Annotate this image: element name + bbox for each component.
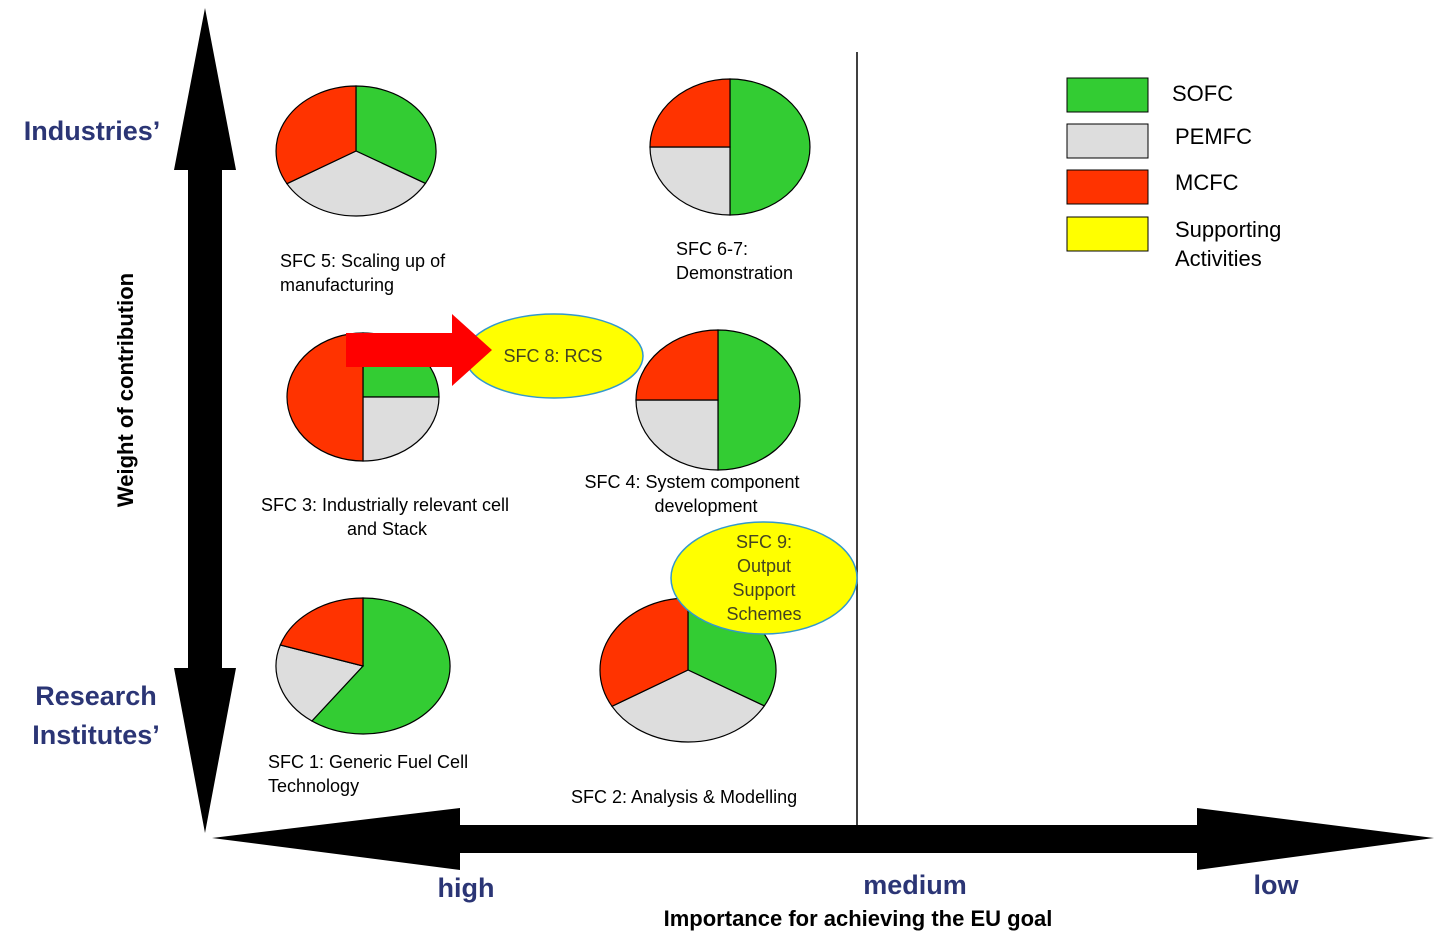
- sfc3-label-line2: and Stack: [347, 519, 428, 539]
- sfc4-slice-sofc: [717, 329, 801, 471]
- sfc1-slice-pemfc: [275, 644, 365, 722]
- sfc3-slice-mcfc: [286, 332, 364, 462]
- legend-pemfc-swatch: [1066, 123, 1149, 159]
- sfc4-slice-mcfc: [635, 329, 719, 401]
- pie-sfc2: [599, 597, 777, 743]
- sfc3-slice-pemfc: [362, 396, 440, 462]
- sfc67-slice-sofc: [729, 78, 811, 216]
- sfc2-label: SFC 2: Analysis & Modelling: [571, 787, 797, 807]
- y-axis-arrow: [174, 8, 236, 833]
- sfc2-slice-pemfc: [611, 669, 766, 743]
- sfc9-label-line4: Schemes: [726, 604, 801, 624]
- sfc4-label-line1: SFC 4: System component: [584, 472, 799, 492]
- sfc9-label-line1: SFC 9:: [736, 532, 792, 552]
- sfc5-slice-mcfc: [275, 85, 357, 185]
- sfc67-label-line1: SFC 6-7:: [676, 239, 748, 259]
- sfc1-label-line1: SFC 1: Generic Fuel Cell: [268, 752, 468, 772]
- x-axis-low-label: low: [1254, 870, 1300, 900]
- legend-mcfc-label: MCFC: [1175, 170, 1239, 195]
- sfc5-label-line1: SFC 5: Scaling up of: [280, 251, 446, 271]
- legend-sofc-swatch: [1066, 77, 1149, 113]
- sfc4-label-line2: development: [654, 496, 757, 516]
- sfc9-ellipse: [670, 521, 858, 635]
- sfc67-slice-mcfc: [649, 78, 731, 148]
- sfc3-label-line1: SFC 3: Industrially relevant cell: [261, 495, 509, 515]
- y-axis-bottom-label-line1: Research: [35, 681, 157, 711]
- legend-mcfc-swatch: [1066, 169, 1149, 205]
- sfc5-label-line2: manufacturing: [280, 275, 394, 295]
- sfc1-slice-mcfc: [279, 597, 364, 667]
- sfc5-slice-pemfc: [285, 150, 427, 217]
- legend-supporting-label-line2: Activities: [1175, 246, 1262, 271]
- legend-sofc-label: SOFC: [1172, 81, 1233, 106]
- x-axis-arrow: [212, 808, 1434, 870]
- sfc1-slice-sofc: [310, 597, 451, 735]
- pie-sfc4: [635, 329, 801, 471]
- sfc67-label-line2: Demonstration: [676, 263, 793, 283]
- x-axis-title: Importance for achieving the EU goal: [664, 906, 1053, 931]
- red-arrow: [346, 314, 492, 386]
- y-axis-top-label: Industries’: [24, 116, 161, 146]
- x-axis-medium-label: medium: [863, 870, 967, 900]
- sfc4-slice-pemfc: [635, 399, 719, 471]
- legend-supporting-swatch: [1066, 216, 1149, 252]
- pie-sfc5: [275, 85, 437, 217]
- sfc9-label-line3: Support: [732, 580, 795, 600]
- sfc2-slice-mcfc: [599, 597, 689, 708]
- legend-supporting-label-line1: Supporting: [1175, 217, 1281, 242]
- y-axis-bottom-label-line2: Institutes’: [32, 720, 160, 750]
- legend-pemfc-label: PEMFC: [1175, 124, 1252, 149]
- x-axis-high-label: high: [438, 873, 495, 903]
- sfc1-label-line2: Technology: [268, 776, 359, 796]
- sfc5-slice-sofc: [355, 85, 437, 185]
- sfc67-slice-pemfc: [649, 146, 731, 216]
- y-axis-title: Weight of contribution: [113, 273, 138, 507]
- sfc8-label: SFC 8: RCS: [503, 346, 602, 366]
- pie-sfc67: [649, 78, 811, 216]
- sfc9-label-line2: Output: [737, 556, 791, 576]
- pie-sfc1: [275, 597, 451, 735]
